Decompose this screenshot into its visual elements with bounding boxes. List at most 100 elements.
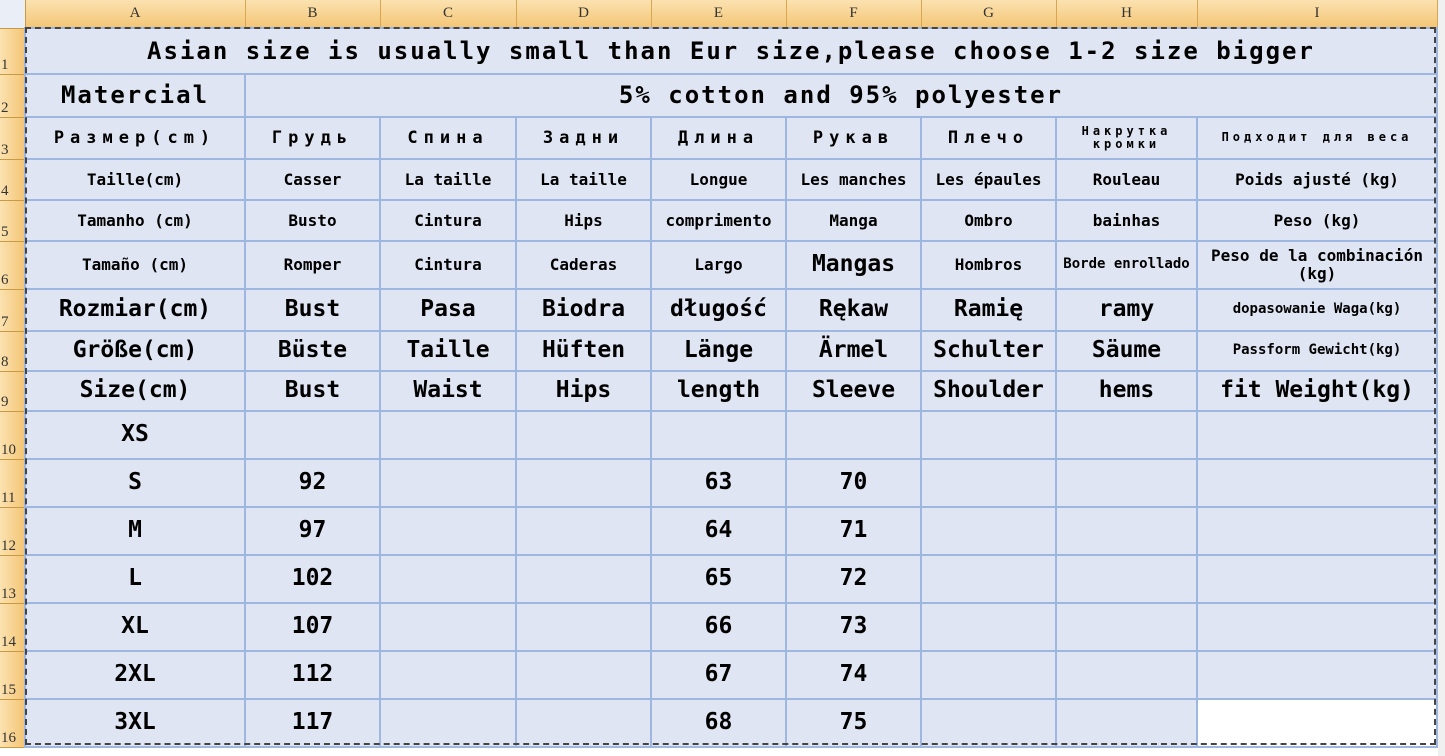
header-cell[interactable]: Poids ajusté (kg): [1196, 158, 1438, 201]
header-cell[interactable]: Peso de la combinación (kg): [1196, 240, 1438, 290]
size-label-cell[interactable]: 2XL: [24, 650, 246, 700]
measurement-cell[interactable]: [1196, 698, 1438, 748]
header-cell[interactable]: Büste: [244, 330, 381, 372]
header-cell[interactable]: Плечо: [920, 116, 1057, 160]
header-cell[interactable]: Länge: [650, 330, 787, 372]
measurement-cell[interactable]: 117: [244, 698, 381, 748]
size-label-cell[interactable]: XL: [24, 602, 246, 652]
header-cell[interactable]: Longue: [650, 158, 787, 201]
measurement-cell[interactable]: [515, 506, 652, 556]
size-label-cell[interactable]: 3XL: [24, 698, 246, 748]
measurement-cell[interactable]: [379, 458, 517, 508]
column-header-D[interactable]: D: [516, 0, 652, 29]
row-header[interactable]: 13: [0, 555, 26, 604]
row-header[interactable]: 8: [0, 331, 26, 372]
header-cell[interactable]: Длина: [650, 116, 787, 160]
size-label-cell[interactable]: L: [24, 554, 246, 604]
header-cell[interactable]: Schulter: [920, 330, 1057, 372]
header-cell[interactable]: Casser: [244, 158, 381, 201]
header-cell[interactable]: Hips: [515, 370, 652, 412]
measurement-cell[interactable]: [1055, 650, 1198, 700]
header-cell[interactable]: Shoulder: [920, 370, 1057, 412]
header-cell[interactable]: Biodra: [515, 288, 652, 332]
row-header[interactable]: 14: [0, 603, 26, 652]
header-cell[interactable]: Borde enrollado: [1055, 240, 1198, 290]
header-cell[interactable]: Размер(cm): [24, 116, 246, 160]
header-cell[interactable]: Bust: [244, 288, 381, 332]
measurement-cell[interactable]: 68: [650, 698, 787, 748]
header-cell[interactable]: Manga: [785, 199, 922, 242]
measurement-cell[interactable]: [920, 698, 1057, 748]
header-cell[interactable]: Задни: [515, 116, 652, 160]
header-cell[interactable]: Les épaules: [920, 158, 1057, 201]
header-cell[interactable]: Рукав: [785, 116, 922, 160]
row-header[interactable]: 5: [0, 200, 26, 242]
header-cell[interactable]: Спина: [379, 116, 517, 160]
header-cell[interactable]: Pasa: [379, 288, 517, 332]
measurement-cell[interactable]: 102: [244, 554, 381, 604]
column-header-E[interactable]: E: [651, 0, 787, 29]
header-cell[interactable]: Грудь: [244, 116, 381, 160]
header-cell[interactable]: Säume: [1055, 330, 1198, 372]
row-header[interactable]: 16: [0, 699, 26, 748]
measurement-cell[interactable]: 64: [650, 506, 787, 556]
header-cell[interactable]: Sleeve: [785, 370, 922, 412]
measurement-cell[interactable]: 66: [650, 602, 787, 652]
measurement-cell[interactable]: [1196, 602, 1438, 652]
header-cell[interactable]: Romper: [244, 240, 381, 290]
header-cell[interactable]: hems: [1055, 370, 1198, 412]
header-cell[interactable]: Cintura: [379, 199, 517, 242]
header-cell[interactable]: Ramię: [920, 288, 1057, 332]
header-cell[interactable]: ramy: [1055, 288, 1198, 332]
column-header-H[interactable]: H: [1056, 0, 1198, 29]
row-header[interactable]: 15: [0, 651, 26, 700]
header-cell[interactable]: dopasowanie Waga(kg): [1196, 288, 1438, 332]
row-header[interactable]: 3: [0, 117, 26, 160]
header-cell[interactable]: Rękaw: [785, 288, 922, 332]
measurement-cell[interactable]: [379, 602, 517, 652]
material-label-cell[interactable]: Matercial: [24, 73, 246, 118]
header-cell[interactable]: Taille: [379, 330, 517, 372]
measurement-cell[interactable]: [1196, 506, 1438, 556]
header-cell[interactable]: Les manches: [785, 158, 922, 201]
size-label-cell[interactable]: XS: [24, 410, 246, 460]
measurement-cell[interactable]: [1055, 458, 1198, 508]
measurement-cell[interactable]: [379, 410, 517, 460]
measurement-cell[interactable]: [244, 410, 381, 460]
header-cell[interactable]: długość: [650, 288, 787, 332]
size-label-cell[interactable]: M: [24, 506, 246, 556]
measurement-cell[interactable]: [785, 410, 922, 460]
measurement-cell[interactable]: 71: [785, 506, 922, 556]
header-cell[interactable]: Waist: [379, 370, 517, 412]
header-cell[interactable]: comprimento: [650, 199, 787, 242]
row-header[interactable]: 1: [0, 28, 26, 75]
measurement-cell[interactable]: [1196, 650, 1438, 700]
title-cell[interactable]: Asian size is usually small than Eur siz…: [24, 27, 1438, 75]
header-cell[interactable]: La taille: [515, 158, 652, 201]
measurement-cell[interactable]: 97: [244, 506, 381, 556]
header-cell[interactable]: Ärmel: [785, 330, 922, 372]
header-cell[interactable]: Cintura: [379, 240, 517, 290]
header-cell[interactable]: fit Weight(kg): [1196, 370, 1438, 412]
measurement-cell[interactable]: [1055, 506, 1198, 556]
header-cell[interactable]: Peso (kg): [1196, 199, 1438, 242]
measurement-cell[interactable]: [650, 410, 787, 460]
select-all-corner[interactable]: [0, 0, 26, 29]
header-cell[interactable]: Größe(cm): [24, 330, 246, 372]
measurement-cell[interactable]: [379, 650, 517, 700]
measurement-cell[interactable]: [515, 458, 652, 508]
measurement-cell[interactable]: [1055, 410, 1198, 460]
measurement-cell[interactable]: [515, 650, 652, 700]
measurement-cell[interactable]: [515, 602, 652, 652]
header-cell[interactable]: Largo: [650, 240, 787, 290]
header-cell[interactable]: Bust: [244, 370, 381, 412]
header-cell[interactable]: Passform Gewicht(kg): [1196, 330, 1438, 372]
measurement-cell[interactable]: 63: [650, 458, 787, 508]
header-cell[interactable]: Taille(cm): [24, 158, 246, 201]
measurement-cell[interactable]: 107: [244, 602, 381, 652]
measurement-cell[interactable]: [920, 410, 1057, 460]
row-header[interactable]: 4: [0, 159, 26, 201]
measurement-cell[interactable]: [379, 506, 517, 556]
measurement-cell[interactable]: [379, 698, 517, 748]
header-cell[interactable]: Mangas: [785, 240, 922, 290]
